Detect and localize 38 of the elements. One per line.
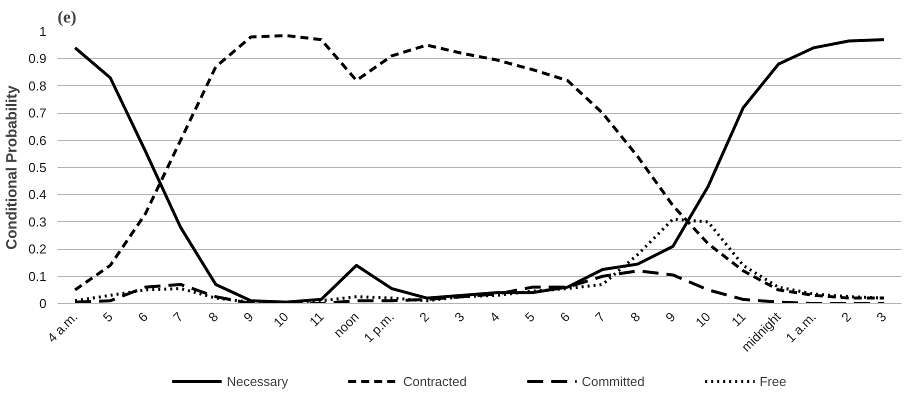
x-tick-label: 9 bbox=[662, 309, 678, 325]
x-tick-label: 5 bbox=[522, 309, 538, 325]
y-tick-label: 0.2 bbox=[28, 242, 47, 257]
x-tick-label: 9 bbox=[240, 309, 256, 325]
y-axis-title: Conditional Probability bbox=[3, 84, 20, 250]
x-tick-label: 10 bbox=[270, 309, 292, 330]
x-tick-label: 6 bbox=[557, 309, 573, 325]
x-tick-label: 11 bbox=[306, 309, 327, 330]
legend-label: Contracted bbox=[403, 374, 467, 388]
y-tick-label: 0.9 bbox=[28, 51, 47, 66]
y-tick-label: 1 bbox=[39, 24, 47, 39]
y-tick-label: 0 bbox=[39, 296, 47, 311]
x-tick-label: 8 bbox=[627, 309, 644, 325]
chart-title: (e) bbox=[58, 8, 76, 26]
x-tick-label: 4 a.m. bbox=[44, 309, 80, 346]
y-tick-label: 0.7 bbox=[28, 106, 47, 121]
x-tick-label: 3 bbox=[452, 309, 468, 325]
y-tick-label: 0.8 bbox=[28, 78, 47, 94]
x-tick-label: 7 bbox=[592, 309, 608, 325]
x-tick-label: 1 a.m. bbox=[782, 309, 819, 346]
legend-label: Free bbox=[760, 374, 786, 388]
x-tick-label: 2 bbox=[838, 309, 854, 325]
x-tick-label: 3 bbox=[874, 309, 890, 325]
y-tick-label: 0.5 bbox=[28, 160, 47, 175]
legend-label: Necessary bbox=[226, 374, 288, 388]
y-tick-label: 0.3 bbox=[28, 214, 47, 230]
x-tick-label: 5 bbox=[100, 309, 116, 325]
x-tick-label: 1 p.m. bbox=[360, 309, 397, 346]
x-tick-label: 2 bbox=[416, 309, 432, 325]
x-tick-label: 4 bbox=[486, 309, 502, 325]
x-tick-label: 10 bbox=[692, 309, 714, 330]
x-tick-label: 8 bbox=[205, 309, 222, 325]
y-tick-label: 0.4 bbox=[28, 187, 47, 202]
x-tick-label: 6 bbox=[135, 309, 151, 325]
y-tick-label: 0.6 bbox=[28, 132, 47, 148]
legend-label: Committed bbox=[582, 374, 645, 388]
y-tick-label: 0.1 bbox=[28, 268, 47, 284]
x-tick-label: 7 bbox=[170, 309, 186, 325]
